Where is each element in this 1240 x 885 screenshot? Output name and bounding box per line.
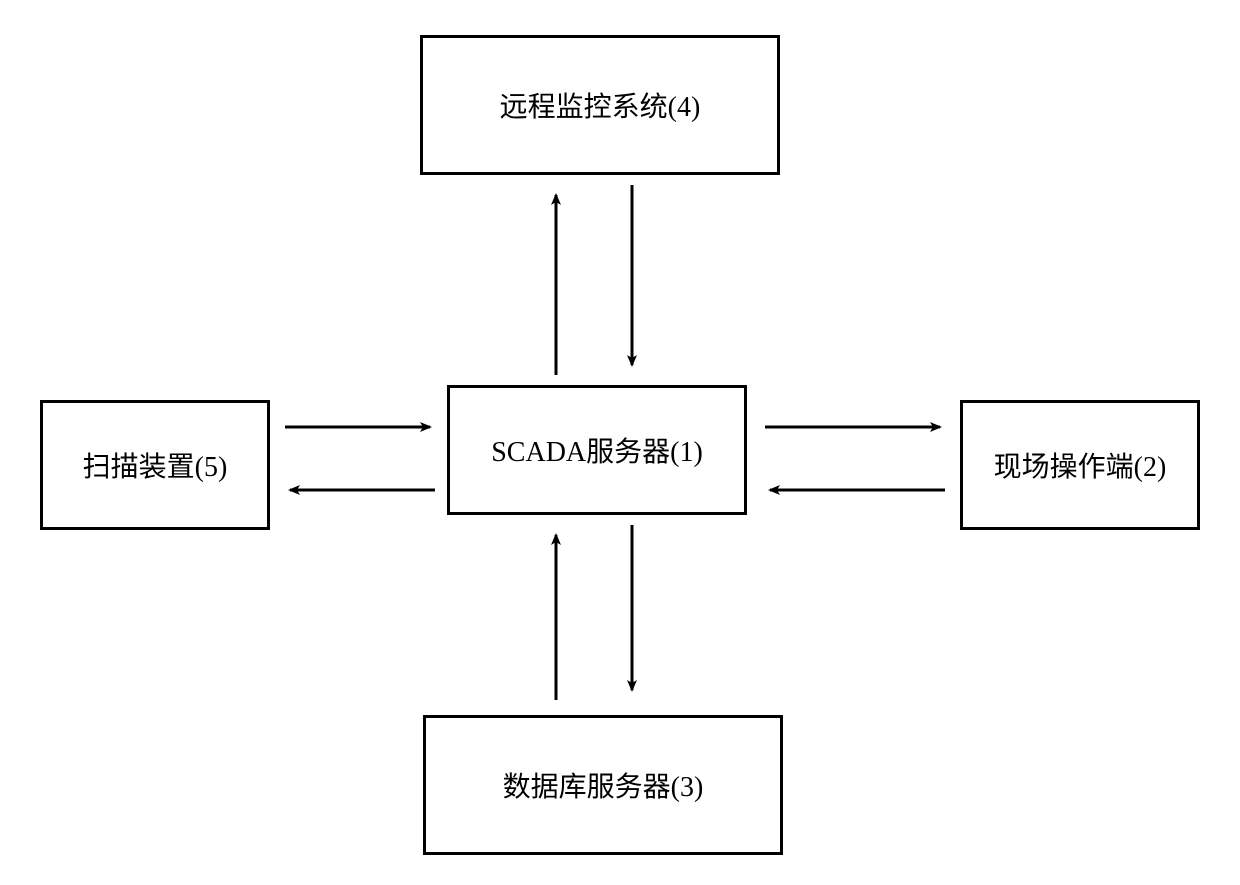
arrows-layer [0, 0, 1240, 885]
diagram-canvas: SCADA服务器(1) 远程监控系统(4) 数据库服务器(3) 扫描装置(5) … [0, 0, 1240, 885]
